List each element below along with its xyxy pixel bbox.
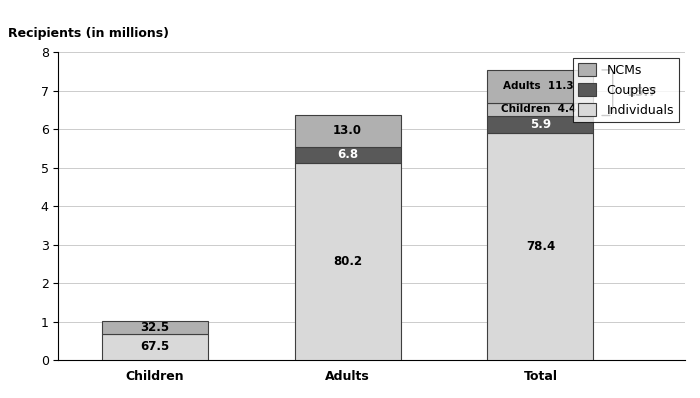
Bar xyxy=(487,70,594,103)
Text: 78.4: 78.4 xyxy=(526,240,555,253)
Text: Adults  11.3: Adults 11.3 xyxy=(503,81,574,91)
Bar xyxy=(295,146,400,163)
Bar xyxy=(295,163,400,360)
Bar xyxy=(487,115,594,133)
Bar xyxy=(102,334,208,360)
Text: 15.7: 15.7 xyxy=(626,86,657,99)
Bar xyxy=(487,133,594,360)
Bar xyxy=(102,321,208,334)
Text: Children  4.4: Children 4.4 xyxy=(500,104,576,114)
Text: 67.5: 67.5 xyxy=(140,340,169,353)
Bar xyxy=(295,115,400,146)
Text: 32.5: 32.5 xyxy=(140,321,169,334)
Text: 80.2: 80.2 xyxy=(333,255,362,268)
Text: 5.9: 5.9 xyxy=(530,117,551,131)
Legend: NCMs, Couples, Individuals: NCMs, Couples, Individuals xyxy=(573,59,679,122)
Bar xyxy=(487,103,594,115)
Text: Recipients (in millions): Recipients (in millions) xyxy=(8,27,169,40)
Text: 6.8: 6.8 xyxy=(337,148,358,161)
Text: 13.0: 13.0 xyxy=(333,124,362,137)
